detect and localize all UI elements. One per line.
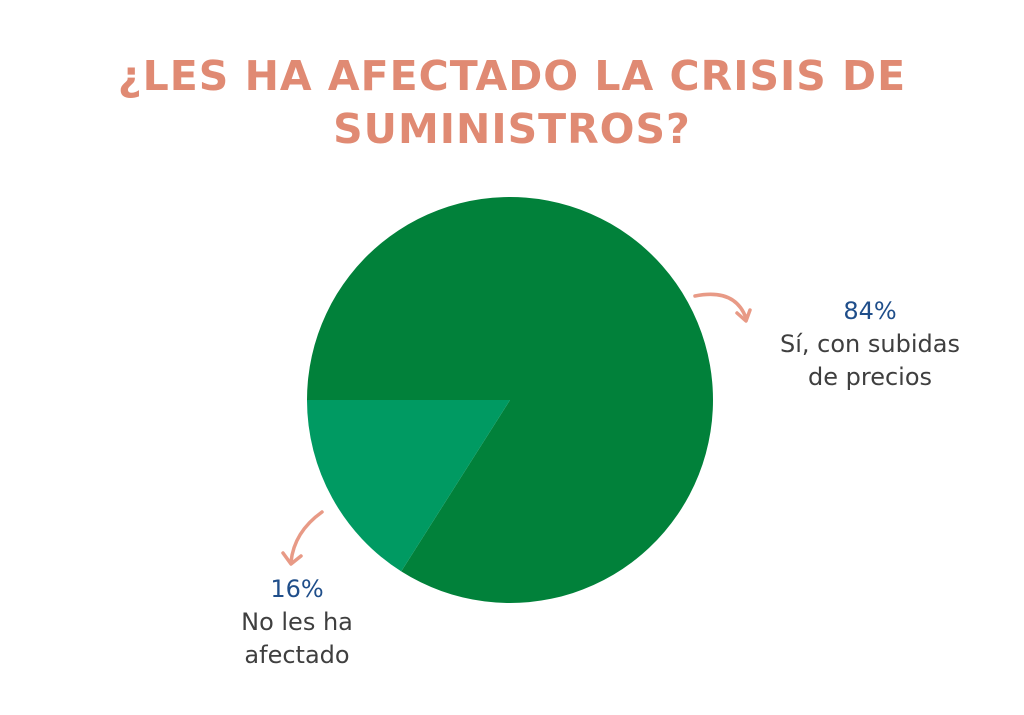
slice-value-si: 84%: [843, 297, 897, 325]
arrow-no-icon: [281, 510, 324, 566]
slice-value-no: 16%: [270, 575, 324, 603]
data-label-no: 16% No les ha afectado: [207, 573, 387, 672]
pie-slice-no: [307, 400, 510, 572]
pie-slice-si: [307, 196, 714, 604]
chart-title: ¿LES HA AFECTADO LA CRISIS DE SUMINISTRO…: [117, 52, 907, 153]
data-label-si: 84% Sí, con subidas de precios: [757, 295, 983, 394]
slice-name-no: No les ha afectado: [241, 608, 353, 669]
slice-name-si: Sí, con subidas de precios: [780, 330, 960, 391]
arrow-si-icon: [693, 292, 752, 323]
